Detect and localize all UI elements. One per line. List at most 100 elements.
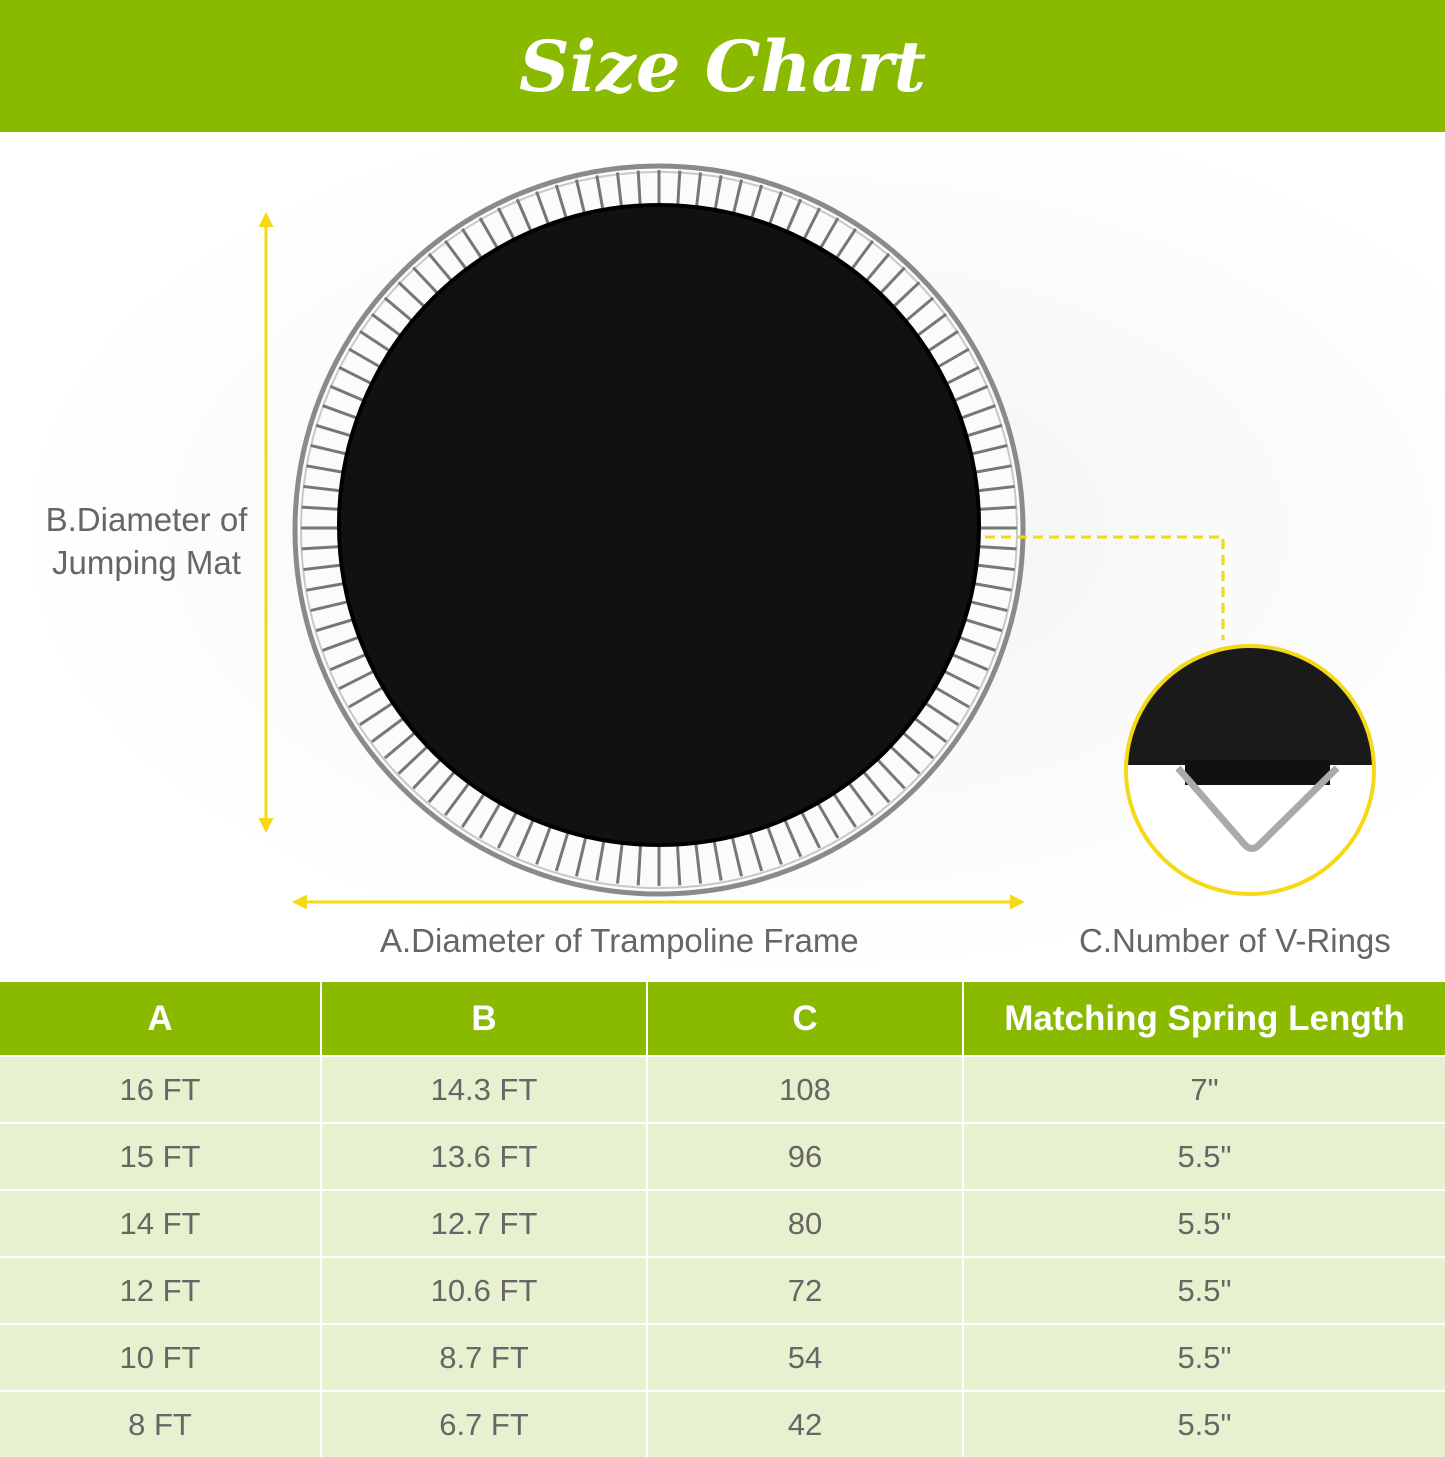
table-cell: 15 FT — [0, 1122, 321, 1190]
table-cell: 108 — [646, 1055, 963, 1123]
spring — [615, 843, 624, 884]
spring — [942, 669, 980, 691]
spring — [515, 819, 535, 858]
table-cell: 5.5" — [962, 1323, 1445, 1391]
spring — [636, 845, 643, 886]
spring — [535, 826, 552, 865]
spring — [976, 544, 1017, 551]
label-a: A.Diameter of Trampoline Frame — [380, 922, 859, 959]
table-cell: 5.5" — [962, 1189, 1445, 1257]
table-cell: 54 — [646, 1323, 963, 1391]
spring — [329, 652, 368, 672]
table-cell: 12.7 FT — [320, 1189, 647, 1257]
spring — [303, 563, 344, 572]
jumping-mat — [337, 203, 981, 847]
spring — [554, 832, 570, 872]
spring — [359, 330, 395, 355]
spring — [876, 266, 906, 298]
spring — [412, 266, 442, 298]
table-cell: 7" — [962, 1055, 1445, 1123]
spring — [397, 745, 429, 775]
label-c: C.Number of V-Rings — [1079, 922, 1391, 959]
spring — [338, 365, 376, 387]
spring — [359, 701, 395, 726]
spring — [976, 505, 1017, 512]
table-row: 15 FT 13.6 FT 96 5.5" — [0, 1122, 1445, 1190]
table-cell: 72 — [646, 1256, 963, 1324]
table-cell: 16 FT — [0, 1055, 321, 1123]
spring — [383, 731, 417, 760]
spring — [974, 563, 1015, 572]
col-header-spring: Matching Spring Length — [962, 982, 1445, 1056]
table-row: 12 FT 10.6 FT 72 5.5" — [0, 1256, 1445, 1324]
spring — [847, 239, 874, 274]
spring — [322, 404, 361, 421]
table-cell: 12 FT — [0, 1256, 321, 1324]
table-cell: 5.5" — [962, 1256, 1445, 1324]
spring — [957, 404, 996, 421]
spring — [496, 811, 518, 849]
label-b: B.Diameter of Jumping Mat — [45, 501, 248, 581]
spring — [461, 228, 486, 264]
spring — [901, 296, 935, 325]
spring — [950, 384, 989, 404]
spring — [478, 802, 502, 839]
spring — [315, 617, 355, 633]
spring — [301, 505, 342, 512]
spring — [923, 330, 959, 355]
spring — [427, 770, 456, 804]
spring — [889, 281, 921, 311]
spring — [301, 544, 342, 551]
spring — [832, 792, 857, 828]
col-header-c: C — [646, 982, 963, 1056]
table-row: 8 FT 6.7 FT 42 5.5" — [0, 1390, 1445, 1457]
spring — [694, 843, 703, 884]
spring — [310, 599, 350, 613]
spring — [310, 443, 350, 457]
spring — [315, 423, 355, 439]
spring — [306, 464, 347, 475]
spring — [427, 252, 456, 286]
callout-line — [985, 535, 1225, 640]
spring — [783, 819, 803, 858]
spring — [306, 581, 347, 592]
spring — [974, 484, 1015, 493]
table-cell: 8 FT — [0, 1390, 321, 1457]
spring — [913, 716, 948, 743]
table-cell: 14 FT — [0, 1189, 321, 1257]
spring — [950, 652, 989, 672]
table-row: 16 FT 14.3 FT 108 7" — [0, 1055, 1445, 1123]
spring — [444, 239, 471, 274]
spring — [963, 617, 1003, 633]
spring — [348, 685, 385, 709]
spring — [800, 811, 822, 849]
table-cell: 5.5" — [962, 1122, 1445, 1190]
spring — [862, 770, 891, 804]
spring — [397, 281, 429, 311]
col-header-b: B — [320, 982, 647, 1056]
spring — [957, 635, 996, 652]
spring — [971, 581, 1012, 592]
spring — [461, 792, 486, 828]
spring — [370, 313, 405, 340]
spring — [329, 384, 368, 404]
spring — [933, 685, 970, 709]
table-cell: 42 — [646, 1390, 963, 1457]
page-title: Size Chart — [519, 24, 926, 108]
spring — [444, 782, 471, 817]
spring — [923, 701, 959, 726]
spring — [968, 443, 1008, 457]
trampoline-diagram — [258, 163, 1376, 910]
table-cell: 6.7 FT — [320, 1390, 647, 1457]
table-header-row: A B C Matching Spring Length — [0, 982, 1445, 1056]
spring — [712, 840, 723, 881]
spring — [370, 716, 405, 743]
spring — [748, 832, 764, 872]
spring — [862, 252, 891, 286]
table-row: 10 FT 8.7 FT 54 5.5" — [0, 1323, 1445, 1391]
spring — [913, 313, 948, 340]
spring — [322, 635, 361, 652]
size-table: A B C Matching Spring Length 16 FT 14.3 F… — [0, 982, 1445, 1457]
spring — [675, 845, 682, 886]
spring — [303, 484, 344, 493]
